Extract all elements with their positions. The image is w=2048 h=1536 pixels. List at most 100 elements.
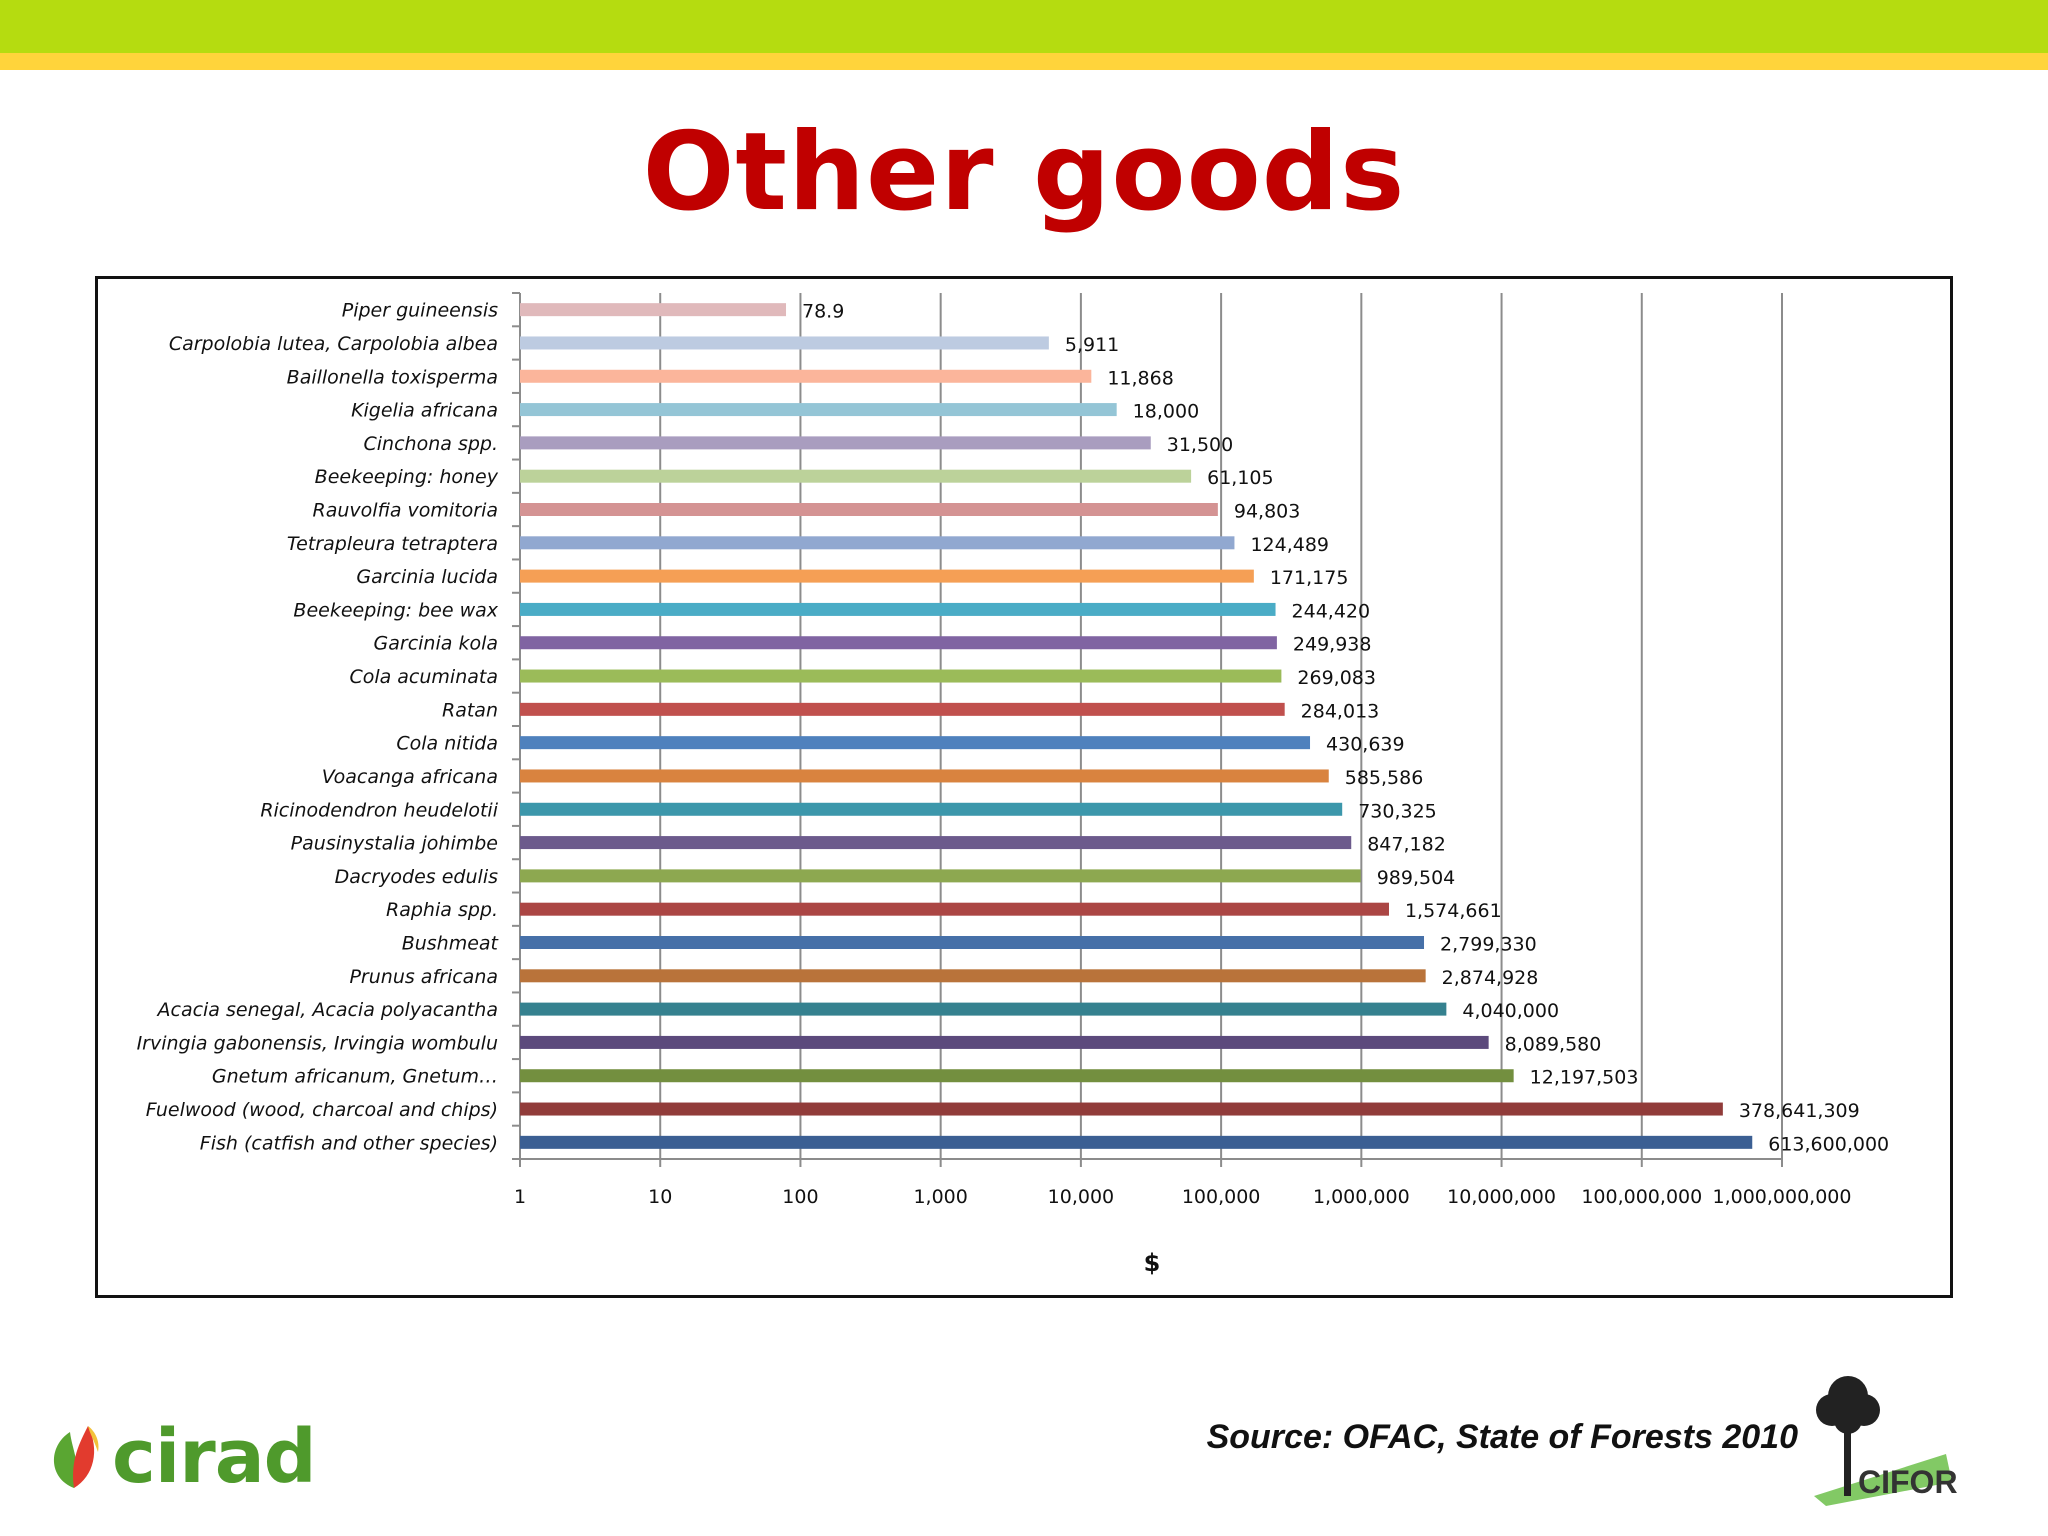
chart-frame: 1 10 100 1,000 10,000 100,000 1,000,000 10,000,… bbox=[95, 276, 1953, 1298]
x-tick-label: 1,000,000 bbox=[1313, 1186, 1410, 1208]
category-label: Cinchona spp. bbox=[364, 433, 498, 455]
data-label: 124,489 bbox=[1250, 534, 1329, 556]
category-label: Beekeeping: bee wax bbox=[293, 599, 498, 621]
cirad-wordmark: cirad bbox=[112, 1414, 317, 1500]
data-label: 269,083 bbox=[1297, 667, 1376, 689]
x-tick-label: 10,000 bbox=[1048, 1186, 1114, 1208]
data-label: 2,799,330 bbox=[1440, 934, 1537, 956]
bar bbox=[520, 669, 1282, 683]
category-label: Garcinia lucida bbox=[356, 566, 498, 588]
data-label: 5,911 bbox=[1065, 334, 1119, 356]
data-label: 847,182 bbox=[1367, 834, 1446, 856]
bar bbox=[520, 436, 1151, 450]
bar bbox=[520, 969, 1426, 983]
category-label: Cola nitida bbox=[396, 733, 498, 755]
data-label: 284,013 bbox=[1301, 700, 1380, 722]
data-label: 31,500 bbox=[1167, 434, 1233, 456]
data-label: 12,197,503 bbox=[1530, 1067, 1639, 1089]
x-tick-label: 10 bbox=[648, 1186, 672, 1208]
bar bbox=[520, 536, 1235, 550]
category-label: Ricinodendron heudelotii bbox=[260, 799, 498, 821]
category-label: Raphia spp. bbox=[386, 899, 498, 921]
category-label: Beekeeping: honey bbox=[315, 466, 499, 488]
data-label: 989,504 bbox=[1377, 867, 1456, 889]
data-label: 378,641,309 bbox=[1739, 1100, 1860, 1122]
data-label: 249,938 bbox=[1293, 634, 1372, 656]
bar bbox=[520, 836, 1352, 850]
bar bbox=[520, 902, 1389, 916]
top-yellow-band bbox=[0, 53, 2048, 70]
category-label: Dacryodes edulis bbox=[335, 866, 498, 888]
bar bbox=[520, 769, 1329, 783]
cirad-leaf-icon bbox=[53, 1426, 99, 1488]
data-label: 1,574,661 bbox=[1405, 900, 1502, 922]
category-label: Rauvolfia vomitoria bbox=[313, 500, 498, 522]
bar bbox=[520, 469, 1192, 483]
category-label: Fuelwood (wood, charcoal and chips) bbox=[146, 1099, 498, 1121]
category-label: Acacia senegal, Acacia polyacantha bbox=[156, 999, 499, 1021]
data-label: 244,420 bbox=[1292, 600, 1371, 622]
cifor-tree-icon bbox=[1814, 1376, 1952, 1506]
category-label: Baillonella toxisperma bbox=[287, 366, 498, 388]
bar bbox=[520, 936, 1425, 949]
category-label: Fish (catfish and other species) bbox=[200, 1132, 498, 1154]
bar bbox=[520, 1035, 1489, 1049]
category-label: Garcinia kola bbox=[374, 633, 498, 655]
bar bbox=[520, 303, 787, 317]
bar bbox=[520, 569, 1254, 583]
data-label: 430,639 bbox=[1326, 734, 1405, 756]
category-label: Bushmeat bbox=[402, 933, 500, 955]
top-green-band bbox=[0, 0, 2048, 53]
x-tick-label: 100,000 bbox=[1182, 1186, 1261, 1208]
data-label: 585,586 bbox=[1345, 767, 1424, 789]
category-label: Prunus africana bbox=[349, 966, 498, 988]
bar bbox=[520, 403, 1117, 417]
category-label: Carpolobia lutea, Carpolobia albea bbox=[169, 333, 498, 355]
data-label: 61,105 bbox=[1207, 467, 1273, 489]
bar bbox=[520, 802, 1343, 816]
bar bbox=[520, 336, 1049, 350]
x-tick-label: 1,000,000,000 bbox=[1712, 1186, 1851, 1208]
data-label: 2,874,928 bbox=[1442, 967, 1539, 989]
category-label: Gnetum africanum, Gnetum… bbox=[212, 1066, 498, 1088]
category-label: Piper guineensis bbox=[342, 300, 498, 322]
bar bbox=[520, 1002, 1447, 1016]
data-label: 78.9 bbox=[802, 301, 844, 323]
cifor-logo: CIFOR bbox=[1806, 1370, 1958, 1506]
data-label: 18,000 bbox=[1133, 401, 1199, 423]
category-label: Tetrapleura tetraptera bbox=[287, 533, 498, 555]
x-tick-label: 100 bbox=[782, 1186, 818, 1208]
bar bbox=[520, 869, 1361, 883]
cirad-logo: cirad bbox=[44, 1414, 317, 1500]
bar bbox=[520, 1102, 1723, 1116]
category-label: Irvingia gabonensis, Irvingia wombulu bbox=[137, 1032, 498, 1054]
bar bbox=[520, 1135, 1753, 1149]
data-label: 11,868 bbox=[1107, 367, 1173, 389]
data-label: 171,175 bbox=[1270, 567, 1349, 589]
data-label: 8,089,580 bbox=[1505, 1033, 1602, 1055]
cifor-wordmark: CIFOR bbox=[1858, 1464, 1958, 1500]
category-label: Ratan bbox=[442, 699, 498, 721]
x-tick-label: 1 bbox=[514, 1186, 526, 1208]
data-label: 730,325 bbox=[1358, 800, 1437, 822]
bar bbox=[520, 736, 1311, 750]
x-tick-label: 100,000,000 bbox=[1581, 1186, 1702, 1208]
x-axis-label: $ bbox=[1144, 1249, 1161, 1277]
category-label: Cola acuminata bbox=[349, 666, 498, 688]
category-label: Kigelia africana bbox=[351, 400, 498, 422]
x-tick-label: 10,000,000 bbox=[1447, 1186, 1556, 1208]
bar bbox=[520, 369, 1092, 383]
x-tick-label: 1,000 bbox=[913, 1186, 967, 1208]
bar bbox=[520, 702, 1285, 716]
data-label: 613,600,000 bbox=[1768, 1133, 1889, 1155]
data-label: 94,803 bbox=[1234, 501, 1300, 523]
bar bbox=[520, 503, 1218, 516]
data-label: 4,040,000 bbox=[1462, 1000, 1559, 1022]
category-label: Voacanga africana bbox=[322, 766, 498, 788]
bar bbox=[520, 602, 1276, 616]
page-title: Other goods bbox=[642, 110, 1406, 235]
bar bbox=[520, 1069, 1514, 1083]
category-label: Pausinystalia johimbe bbox=[291, 833, 498, 855]
source-citation: Source: OFAC, State of Forests 2010 bbox=[1206, 1418, 1798, 1456]
bar bbox=[520, 636, 1277, 650]
